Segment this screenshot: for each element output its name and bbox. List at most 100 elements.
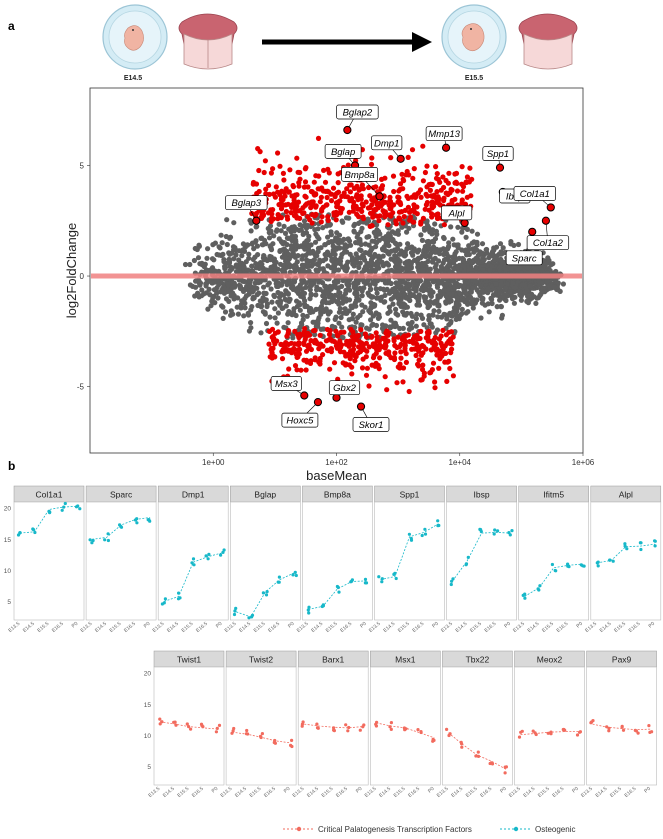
ma-point-red bbox=[440, 174, 446, 180]
facet-point bbox=[534, 732, 538, 737]
facet-point bbox=[517, 735, 522, 739]
ma-point-red bbox=[407, 338, 413, 345]
ma-point-red bbox=[270, 207, 276, 213]
ma-point-gray bbox=[380, 286, 386, 292]
ma-point-gray bbox=[261, 253, 267, 259]
ma-point-gray bbox=[263, 267, 269, 273]
ma-label-text: Hoxc5 bbox=[286, 416, 314, 427]
ma-point-gray bbox=[488, 295, 494, 301]
ma-point-gray bbox=[479, 241, 486, 247]
ma-point-red bbox=[303, 194, 309, 200]
ma-point-red bbox=[426, 207, 432, 213]
ma-point-gray bbox=[437, 251, 443, 257]
ma-point-gray bbox=[401, 252, 407, 258]
facet-point bbox=[607, 729, 611, 733]
ma-point-gray bbox=[286, 251, 292, 257]
ma-point-red bbox=[432, 340, 438, 346]
ma-point-gray bbox=[276, 221, 282, 227]
facet-point bbox=[566, 562, 570, 566]
ma-point-gray bbox=[208, 303, 214, 309]
facet-point bbox=[436, 519, 440, 523]
legend-tf-label: Critical Palatogenesis Transcription Fac… bbox=[318, 825, 472, 834]
ma-point-red bbox=[388, 155, 394, 161]
ma-point-gray bbox=[459, 311, 465, 317]
ma-point-gray bbox=[205, 246, 211, 252]
facet-point bbox=[215, 726, 219, 731]
ma-point-red bbox=[257, 149, 263, 155]
facet-x-tick: E15.5 bbox=[609, 786, 623, 799]
ma-point-gray bbox=[250, 294, 256, 300]
ma-point-gray bbox=[450, 254, 456, 260]
ma-point-gray bbox=[272, 315, 278, 321]
palate-right-icon bbox=[518, 13, 578, 70]
ma-point-red bbox=[441, 197, 447, 204]
ma-x-title: baseMean bbox=[306, 468, 367, 483]
ma-point-gray bbox=[278, 228, 284, 234]
ma-point-gray bbox=[403, 312, 409, 318]
ma-point-red bbox=[358, 206, 364, 212]
ma-point-gray bbox=[219, 240, 225, 246]
ma-point-red bbox=[432, 385, 438, 391]
ma-point-red bbox=[396, 188, 402, 194]
ma-point-red bbox=[331, 360, 338, 366]
ma-point-red bbox=[266, 328, 273, 334]
ma-point-red bbox=[283, 202, 289, 208]
ma-point-red bbox=[347, 356, 353, 362]
ma-point-gray bbox=[365, 277, 371, 284]
ma-point-gray bbox=[312, 332, 318, 338]
facet-title: Alpl bbox=[619, 490, 633, 500]
ma-point-red bbox=[382, 345, 388, 351]
ma-point-red bbox=[283, 186, 289, 192]
ma-point-red bbox=[398, 349, 404, 355]
ma-point-red bbox=[363, 199, 369, 205]
ma-point-gray bbox=[339, 324, 345, 330]
facet-x-tick: E13.5 bbox=[584, 621, 598, 634]
facet-point bbox=[479, 528, 483, 532]
ma-point-red bbox=[462, 201, 469, 207]
ma-point-red bbox=[334, 332, 340, 338]
ma-point-gray bbox=[527, 283, 534, 289]
facet-point bbox=[490, 762, 495, 766]
facet-x-tick: E15.5 bbox=[397, 621, 411, 634]
ma-point-red bbox=[275, 189, 281, 195]
ma-point-red bbox=[291, 213, 298, 219]
ma-point-gray bbox=[312, 239, 319, 245]
ma-point-gray bbox=[294, 226, 300, 232]
ma-point-gray bbox=[195, 255, 202, 261]
ma-point-red bbox=[278, 341, 284, 347]
ma-point-gray bbox=[328, 229, 334, 235]
ma-point-gray bbox=[369, 255, 375, 261]
ma-point-gray bbox=[395, 312, 401, 318]
ma-point-gray bbox=[364, 220, 370, 226]
facet-x-tick: E14.5 bbox=[310, 621, 324, 634]
ma-x-tick: 1e+06 bbox=[572, 458, 595, 467]
ma-point-gray bbox=[271, 292, 277, 298]
facet-series-line bbox=[596, 543, 655, 564]
facet-point bbox=[459, 740, 463, 744]
ma-point-gray bbox=[453, 249, 459, 255]
ma-point-gray bbox=[223, 233, 229, 240]
ma-point-gray bbox=[267, 223, 274, 229]
ma-point-gray bbox=[278, 291, 284, 297]
facet-point bbox=[190, 561, 194, 565]
ma-point-gray bbox=[473, 247, 479, 253]
ma-point-gray bbox=[466, 247, 472, 253]
ma-point-gray bbox=[320, 326, 326, 332]
ma-point-red bbox=[464, 194, 470, 200]
ma-point-gray bbox=[333, 260, 339, 266]
facet-x-tick: E13.5 bbox=[147, 786, 161, 799]
ma-point-gray bbox=[470, 305, 476, 311]
ma-point-gray bbox=[207, 292, 213, 298]
facet-series-line bbox=[380, 523, 439, 580]
ma-point-gray bbox=[493, 281, 499, 287]
ma-point-red bbox=[433, 164, 439, 170]
ma-point-gray bbox=[227, 234, 234, 240]
ma-point-red bbox=[294, 155, 300, 161]
ma-point-red bbox=[344, 186, 350, 192]
ma-point-gray bbox=[371, 303, 378, 309]
ma-point-gray bbox=[453, 316, 459, 322]
facet-x-tick: E15.5 bbox=[465, 786, 479, 799]
ma-point-gray bbox=[220, 315, 226, 321]
facet-x-tick: E16.5 bbox=[51, 621, 65, 634]
